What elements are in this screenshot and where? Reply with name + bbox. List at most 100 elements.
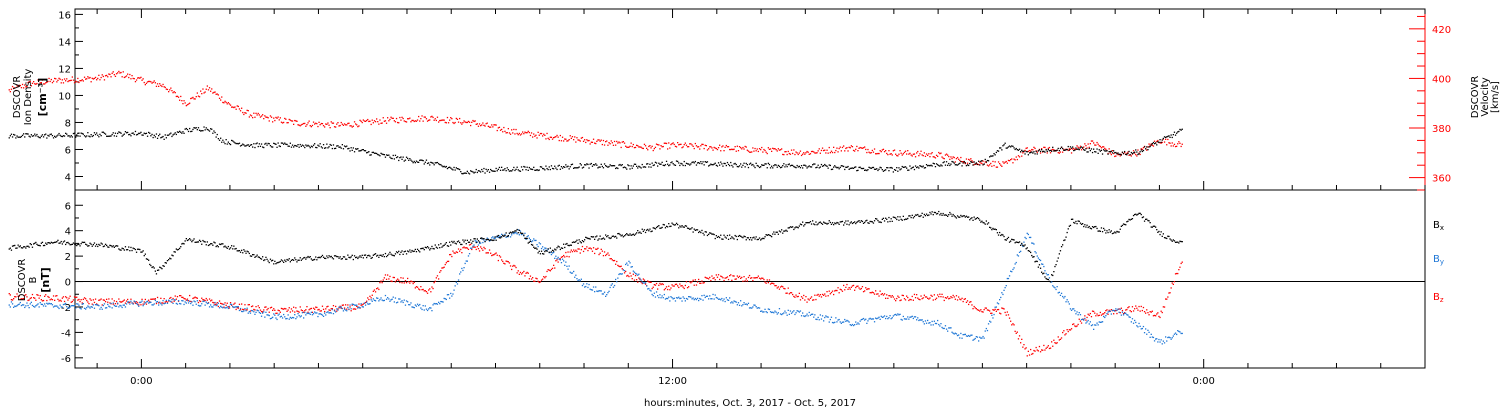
velocity-series-point: [867, 149, 868, 150]
bz-series-point: [650, 282, 651, 283]
bx-series-point: [290, 261, 291, 262]
density-series-point: [1068, 146, 1069, 147]
density-series-point: [932, 165, 933, 166]
bz-series-point: [818, 294, 819, 295]
bx-series-point: [515, 230, 516, 231]
density-series-point: [588, 167, 589, 168]
velocity-series-point: [788, 151, 789, 152]
bz-series-point: [803, 295, 804, 296]
density-series-point: [632, 168, 633, 169]
density-series-point: [1037, 153, 1038, 154]
by-series-point: [409, 304, 410, 305]
by-series-point: [112, 307, 113, 308]
bx-series-point: [539, 251, 540, 252]
velocity-series-point: [248, 110, 249, 111]
bx-series-point: [369, 256, 370, 257]
by-series-point: [1130, 317, 1131, 318]
density-series-point: [840, 167, 841, 168]
density-series-point: [218, 138, 219, 139]
velocity-series-point: [1176, 146, 1177, 147]
density-series-point: [776, 165, 777, 166]
density-series-point: [280, 146, 281, 147]
by-series-point: [978, 340, 979, 341]
bx-series-point: [68, 243, 69, 244]
density-series-point: [984, 163, 985, 164]
bz-series-point: [266, 309, 267, 310]
velocity-series-point: [1137, 149, 1138, 150]
bz-series-point: [730, 274, 731, 275]
bz-series-point: [197, 298, 198, 299]
bz-series-point: [502, 261, 503, 262]
by-series-point: [125, 306, 126, 307]
bz-series-point: [681, 285, 682, 286]
bz-series-point: [919, 299, 920, 300]
bz-series-point: [741, 277, 742, 278]
velocity-series-point: [545, 138, 546, 139]
by-series-point: [157, 301, 158, 302]
by-series-point: [605, 296, 606, 297]
by-series-point: [764, 309, 765, 310]
by-series-point: [747, 304, 748, 305]
by-series-point: [1005, 287, 1006, 288]
bz-series-point: [542, 279, 543, 280]
density-series-point: [365, 150, 366, 151]
bx-series-point: [400, 252, 401, 253]
density-series-point: [487, 171, 488, 172]
bx-series-point: [62, 243, 63, 244]
bz-series-point: [437, 275, 438, 276]
by-series-point: [472, 246, 473, 247]
by-series-point: [203, 301, 204, 302]
velocity-series-point: [624, 143, 625, 144]
bz-series-point: [263, 309, 264, 310]
density-series-point: [977, 164, 978, 165]
velocity-series-point: [736, 151, 737, 152]
bx-series-point: [622, 235, 623, 236]
bz-series-point: [980, 309, 981, 310]
velocity-series-point: [960, 157, 961, 158]
velocity-series-point: [268, 117, 269, 118]
bz-series-point: [1133, 310, 1134, 311]
bz-series-point: [938, 296, 939, 297]
velocity-series-point: [887, 154, 888, 155]
bx-series-point: [168, 259, 169, 260]
by-series-point: [467, 261, 468, 262]
bz-series-point: [904, 298, 905, 299]
by-series-point: [645, 282, 646, 283]
bx-series-point: [346, 259, 347, 260]
by-series-point: [258, 310, 259, 311]
density-series-point: [1089, 148, 1090, 149]
bz-series-point: [727, 276, 728, 277]
bz-series-point: [146, 304, 147, 305]
by-series-point: [720, 299, 721, 300]
density-series-point: [407, 158, 408, 159]
bz-series-point: [1093, 311, 1094, 312]
velocity-series-point: [373, 122, 374, 123]
bx-series-point: [198, 241, 199, 242]
velocity-series-point: [1157, 140, 1158, 141]
bz-series-point: [227, 303, 228, 304]
bz-series-point: [1006, 315, 1007, 316]
bz-series-point: [218, 306, 219, 307]
bz-series-point: [67, 299, 68, 300]
velocity-series-point: [1153, 145, 1154, 146]
bx-series-point: [606, 236, 607, 237]
velocity-series-point: [659, 148, 660, 149]
density-series-point: [629, 168, 630, 169]
bz-series-point: [536, 278, 537, 279]
bz-series-point: [1018, 338, 1019, 339]
bx-series-point: [218, 246, 219, 247]
by-series-point: [310, 314, 311, 315]
bz-series-point: [815, 299, 816, 300]
by-series-point: [653, 295, 654, 296]
bx-series-point: [645, 232, 646, 233]
by-series-point: [40, 302, 41, 303]
velocity-series-point: [509, 132, 510, 133]
by-series-point: [11, 301, 12, 302]
density-series-point: [959, 163, 960, 164]
velocity-series-point: [1148, 143, 1149, 144]
velocity-series-point: [61, 82, 62, 83]
bz-series-point: [763, 279, 764, 280]
bz-series-point: [895, 300, 896, 301]
density-series-point: [781, 167, 782, 168]
